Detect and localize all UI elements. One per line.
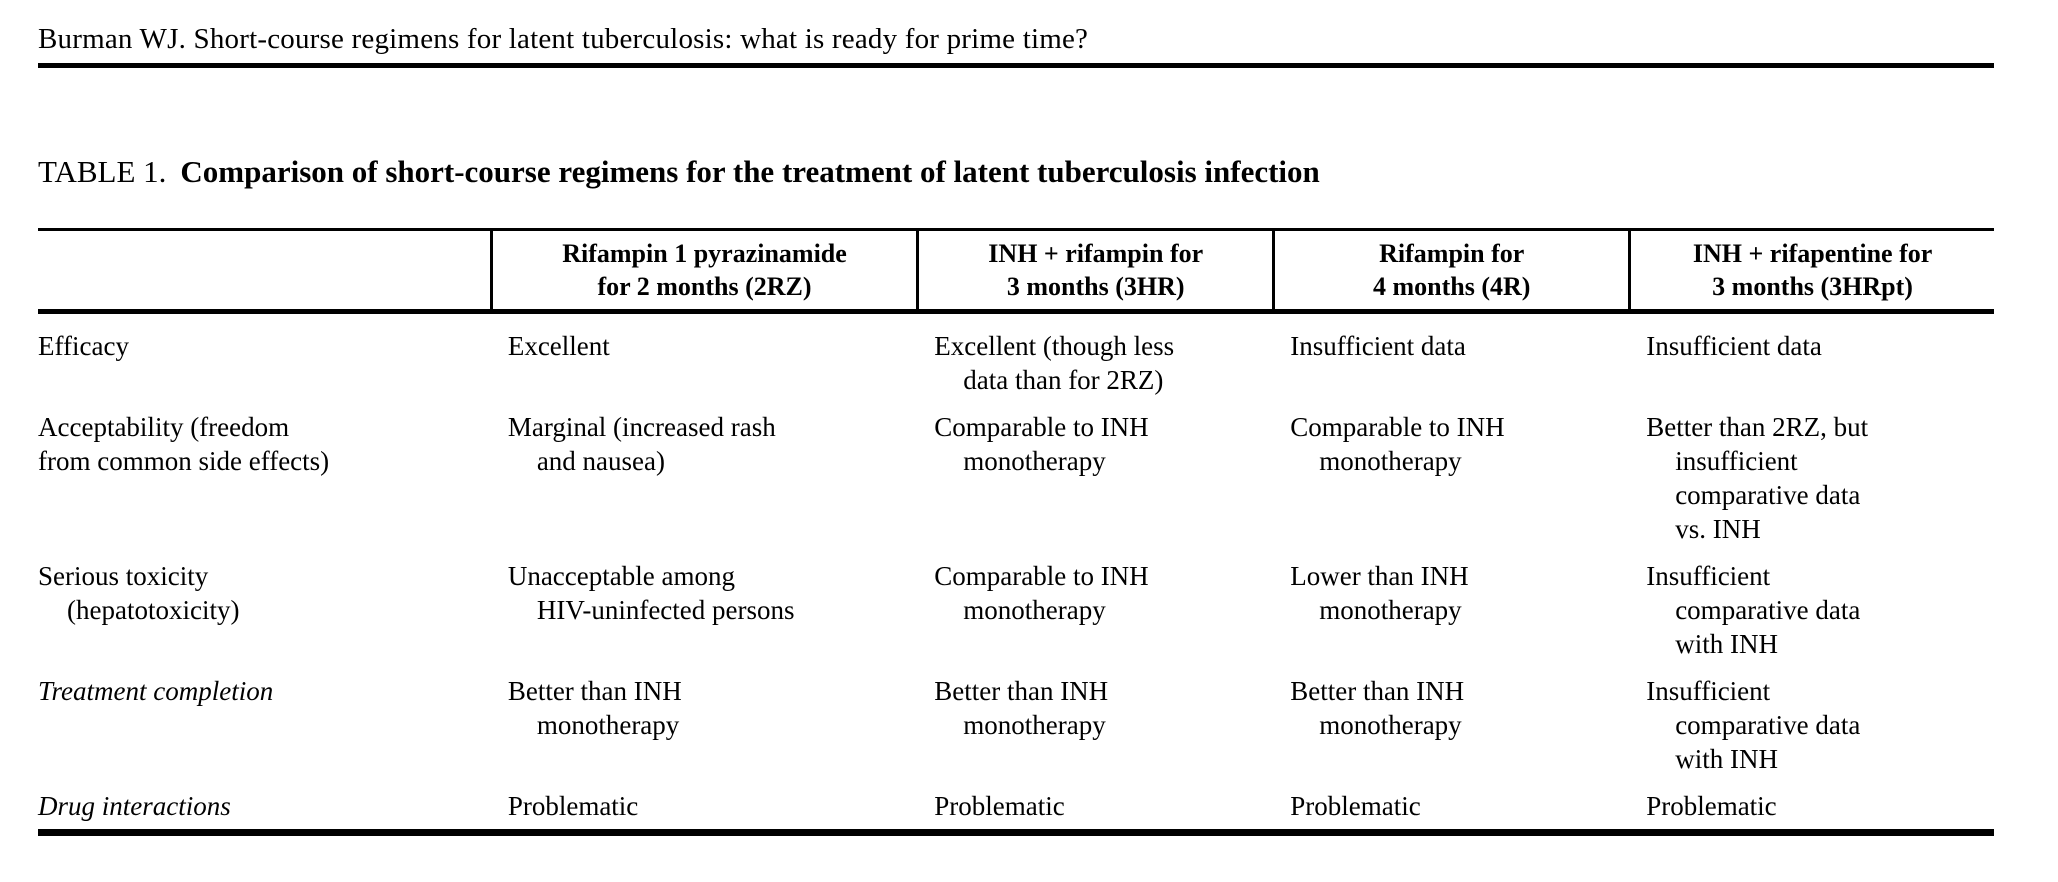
running-head-rule [38,63,1994,68]
row-label-drug-interactions: Drug interactions [38,791,231,821]
cell-efficacy-3hrpt: Insufficient data [1646,331,1822,361]
table-row-serious-toxicity: Serious toxicity (hepatotoxicity) Unacce… [38,559,1994,661]
cell-efficacy-4r: Insufficient data [1290,331,1466,361]
table-row-acceptability: Acceptability (freedom from common side … [38,410,1994,546]
cell-toxicity-3hrpt: Insufficient comparative data with INH [1646,561,1861,659]
row-label-acceptability: Acceptability (freedom from common side … [38,412,330,476]
cell-interactions-4r: Problematic [1290,791,1421,821]
table-caption-title: Comparison of short-course regimens for … [180,154,1320,189]
row-label-efficacy: Efficacy [38,331,129,361]
table-row-drug-interactions: Drug interactions Problematic Problemati… [38,789,1994,823]
table-row-efficacy: Efficacy Excellent Excellent (though les… [38,329,1994,397]
table-header-row: Rifampin 1 pyrazinamide for 2 months (2R… [38,228,1994,314]
cell-toxicity-2rz: Unacceptable among HIV-uninfected person… [507,561,795,625]
table-caption-label: TABLE 1. [38,154,167,189]
comparison-table: Rifampin 1 pyrazinamide for 2 months (2R… [38,228,1994,836]
header-cell-4r: Rifampin for 4 months (4R) [1272,231,1628,309]
cell-acceptability-3hr: Comparable to INH monotherapy [934,412,1149,476]
cell-completion-4r: Better than INH monotherapy [1290,676,1465,740]
cell-efficacy-3hr: Excellent (though less data than for 2RZ… [934,331,1175,395]
header-cell-3hr: INH + rifampin for 3 months (3HR) [916,231,1272,309]
cell-interactions-2rz: Problematic [507,791,639,821]
header-cell-rowlabels [38,231,490,309]
row-label-serious-toxicity: Serious toxicity (hepatotoxicity) [38,561,240,625]
cell-acceptability-4r: Comparable to INH monotherapy [1290,412,1505,476]
row-label-treatment-completion: Treatment completion [38,676,274,706]
cell-toxicity-3hr: Comparable to INH monotherapy [934,561,1149,625]
cell-interactions-3hrpt: Problematic [1646,791,1777,821]
header-cell-3hrpt: INH + rifapentine for 3 months (3HRpt) [1628,231,1994,309]
cell-completion-3hr: Better than INH monotherapy [934,676,1109,740]
cell-completion-2rz: Better than INH monotherapy [507,676,682,740]
cell-completion-3hrpt: Insufficient comparative data with INH [1646,676,1861,774]
table-body: Efficacy Excellent Excellent (though les… [38,314,1994,829]
table-caption: TABLE 1. Comparison of short-course regim… [38,154,1994,190]
cell-interactions-3hr: Problematic [934,791,1065,821]
cell-acceptability-2rz: Marginal (increased rash and nausea) [507,412,776,476]
header-cell-2rz: Rifampin 1 pyrazinamide for 2 months (2R… [489,231,916,309]
cell-efficacy-2rz: Excellent [507,331,610,361]
cell-acceptability-3hrpt: Better than 2RZ, but insufficient compar… [1646,412,1869,544]
running-head: Burman WJ. Short-course regimens for lat… [38,23,1089,55]
table-row-treatment-completion: Treatment completion Better than INH mon… [38,674,1994,776]
cell-toxicity-4r: Lower than INH monotherapy [1290,561,1469,625]
